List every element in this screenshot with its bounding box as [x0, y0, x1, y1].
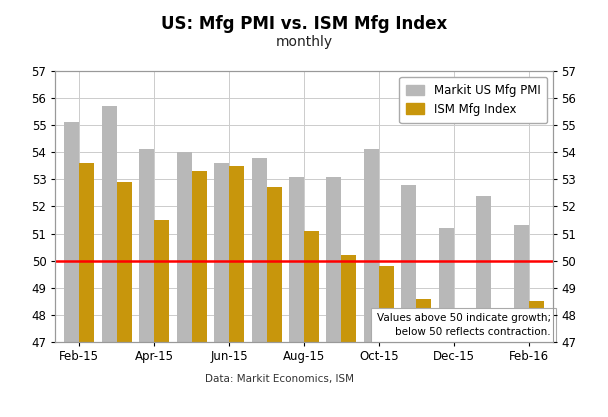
Bar: [514, 226, 529, 342]
Bar: [176, 152, 192, 342]
Bar: [214, 163, 229, 342]
Bar: [229, 166, 244, 342]
Bar: [379, 266, 394, 342]
Bar: [326, 177, 342, 342]
Bar: [154, 220, 169, 342]
Bar: [266, 187, 282, 342]
Text: SAXO: SAXO: [15, 388, 36, 394]
Text: Values above 50 indicate growth;
below 50 reflects contraction.: Values above 50 indicate growth; below 5…: [377, 313, 551, 337]
Bar: [529, 301, 544, 342]
Bar: [102, 106, 117, 342]
Bar: [139, 150, 154, 342]
Bar: [416, 299, 432, 342]
Text: US: Mfg PMI vs. ISM Mfg Index: US: Mfg PMI vs. ISM Mfg Index: [161, 15, 447, 33]
Bar: [289, 177, 304, 342]
Bar: [192, 171, 207, 342]
Bar: [401, 185, 416, 342]
Bar: [117, 182, 131, 342]
Bar: [454, 309, 469, 342]
Bar: [342, 255, 356, 342]
Bar: [364, 150, 379, 342]
Legend: Markit US Mfg PMI, ISM Mfg Index: Markit US Mfg PMI, ISM Mfg Index: [399, 77, 547, 123]
Text: monthly: monthly: [275, 35, 333, 50]
Bar: [64, 123, 79, 342]
Bar: [252, 158, 266, 342]
Bar: [491, 309, 506, 342]
Bar: [477, 196, 491, 342]
Text: Data: Markit Economics, ISM: Data: Markit Economics, ISM: [205, 374, 354, 384]
Bar: [439, 228, 454, 342]
Bar: [304, 231, 319, 342]
Text: TradingFloor·com: TradingFloor·com: [53, 391, 160, 401]
Text: GROUP: GROUP: [15, 400, 36, 405]
Bar: [79, 163, 94, 342]
